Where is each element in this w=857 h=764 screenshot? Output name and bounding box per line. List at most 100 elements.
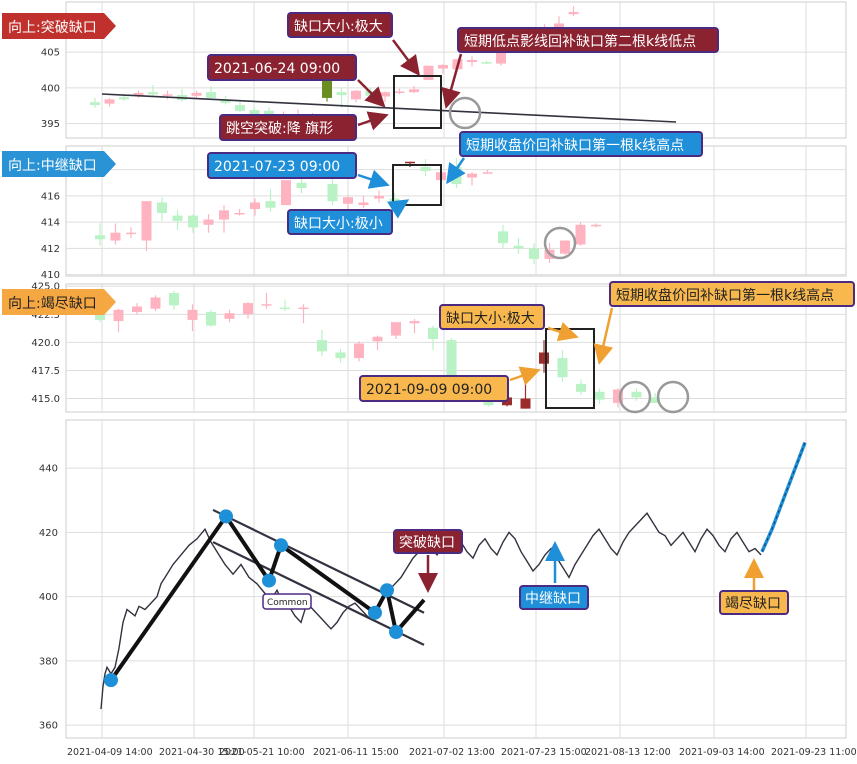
candle-body-2-9: [261, 304, 272, 306]
candle-body-2-27: [594, 391, 605, 400]
candle-body-2-17: [409, 321, 420, 324]
candle-body-0-23: [423, 65, 434, 81]
x-tick-1: 2021-04-30 15:00: [159, 747, 245, 758]
svg-text:2021-07-23 09:00: 2021-07-23 09:00: [214, 159, 340, 175]
wedge-marker-5: [380, 583, 394, 598]
candle-body-2-12: [317, 340, 327, 352]
candle-body-1-5: [172, 215, 183, 221]
grid-lines: [66, 2, 846, 738]
y-tick-1-3: 416: [41, 191, 60, 202]
y-tick-2-4: 425.0: [31, 282, 60, 293]
x-tick-0: 2021-04-09 14:00: [67, 747, 153, 758]
panel1-banner: 向上:突破缺口: [2, 13, 116, 39]
candle-body-2-0: [95, 312, 105, 320]
candle-body-2-7: [224, 313, 235, 319]
panel3-gap-circle-2: [656, 380, 690, 414]
candle-body-1-21: [420, 167, 431, 171]
svg-text:竭尽缺口: 竭尽缺口: [725, 596, 781, 612]
y-tick-0-1: 400: [41, 83, 60, 94]
y-tick-1-1: 412: [41, 244, 60, 255]
label-continuation-gap: 中继缺口: [519, 585, 589, 610]
y-tick-3-1: 380: [39, 656, 58, 667]
y-tick-1-2: 414: [41, 218, 60, 229]
panel1-gap-box: [393, 75, 442, 129]
candle-body-1-7: [203, 219, 214, 225]
candle-body-2-13: [335, 352, 346, 359]
candle-body-0-26: [467, 59, 477, 63]
svg-text:2021-09-09 09:00: 2021-09-09 09:00: [366, 382, 492, 398]
candle-body-1-2: [126, 232, 136, 235]
wedge-marker-2: [262, 573, 276, 588]
label-exhaustion-gap: 竭尽缺口: [719, 590, 789, 615]
candle-body-1-17: [358, 202, 369, 206]
label-breakout-gap: 突破缺口: [393, 529, 463, 554]
y-tick-3-4: 440: [39, 464, 58, 475]
svg-text:Common: Common: [267, 598, 308, 608]
panel1-trendline: [101, 93, 677, 123]
candle-body-2-24: [539, 352, 549, 364]
candle-body-0-4: [148, 92, 158, 95]
candle-body-0-2: [119, 97, 129, 100]
candle-body-1-13: [296, 182, 307, 189]
candle-body-0-21: [394, 91, 405, 93]
candle-body-2-18: [428, 327, 438, 340]
svg-text:短期收盘价回补缺口第一根k线高点: 短期收盘价回补缺口第一根k线高点: [466, 137, 684, 154]
candle-body-1-30: [560, 240, 570, 254]
panel2-gap-circle: [543, 226, 577, 260]
wedge-marker-4: [368, 605, 382, 620]
x-tick-5: 2021-07-23 15:00: [501, 747, 587, 758]
candle-body-2-2: [132, 306, 142, 313]
y-tick-2-0: 415.0: [31, 394, 60, 405]
candle-body-1-32: [591, 224, 601, 227]
panel2-banner-text: 向上:中继缺口: [8, 158, 97, 174]
candle-body-0-10: [235, 105, 245, 111]
candle-body-1-26: [498, 231, 508, 244]
x-tick-2: 2021-05-21 10:00: [219, 747, 305, 758]
candle-body-2-19: [446, 340, 457, 383]
candle-body-1-28: [529, 248, 539, 259]
candle-body-1-11: [265, 201, 276, 208]
forecast-line-dash: [761, 442, 806, 552]
panel3-gap-circle-1: [618, 380, 652, 414]
svg-text:缺口大小:极大: 缺口大小:极大: [294, 19, 383, 35]
candle-body-0-12: [264, 110, 274, 116]
wedge-marker-0: [104, 673, 118, 688]
candle-body-2-11: [298, 307, 309, 310]
candle-body-1-25: [482, 172, 493, 174]
x-tick-3: 2021-06-11 15:00: [313, 747, 399, 758]
candle-body-1-9: [234, 212, 245, 215]
x-tick-labels: 2021-04-09 14:00 2021-04-30 15:002021-05-…: [67, 747, 857, 758]
candle-body-1-12: [281, 180, 291, 206]
candle-body-0-11: [249, 110, 260, 116]
panel2-gap-box: [392, 164, 442, 206]
callout-low-shadow-p1: 短期低点影线回补缺口第二根k线低点: [457, 27, 719, 53]
callout-close-high-p2: 短期收盘价回补缺口第一根k线高点: [459, 131, 703, 157]
candle-body-0-0: [90, 102, 100, 106]
svg-text:中继缺口: 中继缺口: [525, 591, 581, 607]
candle-body-0-27: [481, 62, 492, 64]
y-tick-3-2: 400: [39, 592, 58, 603]
svg-text:短期低点影线回补缺口第二根k线低点: 短期低点影线回补缺口第二根k线低点: [464, 33, 696, 50]
panel2-banner: 向上:中继缺口: [2, 151, 116, 177]
candle-body-2-4: [169, 292, 179, 306]
candle-body-0-32: [554, 23, 564, 28]
panel3-banner-text: 向上:竭尽缺口: [8, 296, 97, 312]
candle-body-1-10: [250, 202, 260, 210]
candle-body-1-27: [513, 245, 524, 249]
y-tick-0-0: 395: [41, 119, 60, 130]
candle-body-0-28: [496, 45, 506, 64]
candle-body-0-8: [206, 92, 216, 98]
y-tick-2-1: 417.5: [31, 366, 60, 377]
svg-text:缺口大小:极小: 缺口大小:极小: [294, 216, 383, 232]
y-tick-0-2: 405: [41, 48, 60, 59]
svg-text:突破缺口: 突破缺口: [399, 535, 455, 551]
y-tick-labels: 395400405410412414416418415.0417.5420.04…: [31, 48, 60, 732]
candle-body-0-33: [568, 12, 579, 15]
y-tick-3-0: 360: [39, 721, 58, 732]
candle-body-2-29: [631, 391, 642, 398]
candle-body-0-17: [336, 92, 347, 96]
callout-breakout-p1: 跳空突破:降 旗形: [219, 114, 357, 141]
candle-body-2-5: [187, 309, 198, 320]
callout-date-p2: 2021-07-23 09:00: [207, 152, 357, 179]
